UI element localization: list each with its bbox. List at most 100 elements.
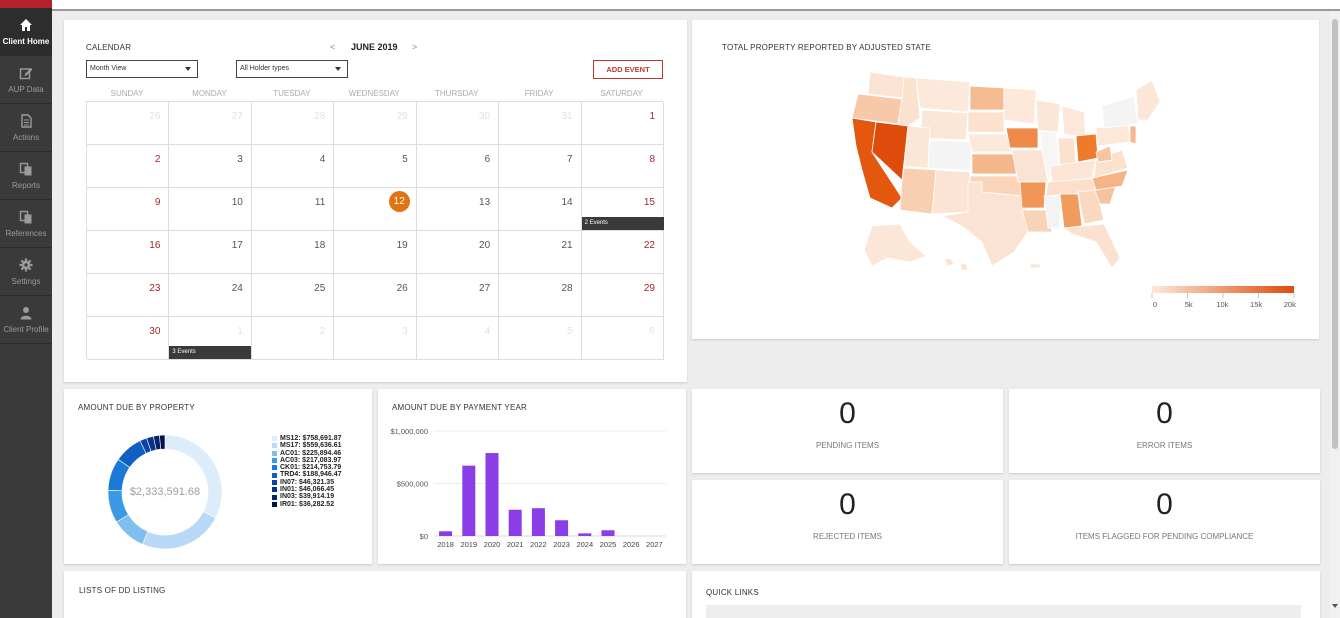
- calendar-day-number: 24: [231, 283, 243, 294]
- calendar-day-number: 29: [396, 111, 408, 122]
- weekday-header: FRIDAY: [524, 89, 554, 98]
- calendar-day-cell[interactable]: 4: [416, 317, 500, 360]
- map-state-mi: [1061, 105, 1087, 139]
- sidebar: Client Home AUP Data Actions Reports Referen…: [0, 0, 52, 618]
- calendar-day-cell[interactable]: 28: [499, 274, 582, 317]
- calendar-day-number: 3: [402, 326, 408, 337]
- events-badge[interactable]: 3 Events: [169, 346, 252, 359]
- add-event-button[interactable]: ADD EVENT: [593, 60, 663, 79]
- calendar-day-cell[interactable]: 3: [334, 317, 417, 360]
- calendar-day-cell[interactable]: 15 2 Events: [581, 188, 664, 231]
- calendar-day-cell[interactable]: 4: [251, 145, 335, 188]
- calendar-day-number: 19: [396, 240, 408, 251]
- weekday-header: WEDNESDAY: [348, 89, 400, 98]
- map-scale-tick-label: 15k: [1250, 300, 1262, 309]
- calendar-day-cell[interactable]: 24: [169, 274, 252, 317]
- prev-month-button[interactable]: <: [330, 42, 336, 52]
- sidebar-item-references[interactable]: References: [0, 200, 52, 248]
- legend-item[interactable]: TRD4: $188,946.47: [272, 471, 342, 478]
- donut-slice[interactable]: [159, 434, 166, 450]
- bar[interactable]: [531, 508, 545, 536]
- calendar-day-cell[interactable]: 17: [169, 231, 252, 274]
- bar[interactable]: [439, 531, 453, 536]
- legend-swatch: [272, 450, 277, 456]
- calendar-day-cell[interactable]: 6: [581, 317, 664, 360]
- calendar-day-cell[interactable]: 26: [87, 102, 170, 145]
- sidebar-item-label: Client Home: [2, 36, 50, 46]
- x-tick-label: 2026: [623, 540, 640, 549]
- legend-item[interactable]: MS17: $559,636.61: [272, 442, 342, 449]
- bar[interactable]: [462, 465, 476, 536]
- calendar-day-cell[interactable]: 30: [416, 102, 500, 145]
- calendar-day-cell[interactable]: 7: [499, 145, 582, 188]
- calendar-day-cell[interactable]: 13: [416, 188, 500, 231]
- calendar-day-cell[interactable]: 22: [581, 231, 664, 274]
- calendar-day-cell[interactable]: 2: [87, 145, 170, 188]
- calendar-day-cell[interactable]: 5: [499, 317, 582, 360]
- calendar-day-cell[interactable]: 10: [169, 188, 252, 231]
- sidebar-item-settings[interactable]: Settings: [0, 248, 52, 296]
- legend-item[interactable]: AC01: $225,894.46: [272, 450, 342, 457]
- legend-item[interactable]: CK01: $214,753.79: [272, 464, 342, 471]
- legend-item[interactable]: AC03: $217,083.97: [272, 457, 342, 464]
- calendar-day-cell[interactable]: 26: [334, 274, 417, 317]
- top-bar: [52, 0, 1340, 11]
- calendar-day-cell[interactable]: 19: [334, 231, 417, 274]
- bar[interactable]: [508, 509, 522, 536]
- scrollbar-thumb[interactable]: [1332, 19, 1338, 449]
- bar[interactable]: [601, 530, 615, 536]
- sidebar-item-client-home[interactable]: Client Home: [0, 8, 52, 56]
- donut-slice[interactable]: [164, 434, 223, 519]
- map-state-oh: [1075, 133, 1099, 163]
- donut-slice[interactable]: [141, 511, 217, 550]
- calendar-day-cell[interactable]: 20: [416, 231, 500, 274]
- scroll-down-arrow-icon[interactable]: [1332, 604, 1338, 608]
- weekday-header: MONDAY: [192, 89, 227, 98]
- calendar-day-cell[interactable]: 12: [334, 188, 417, 231]
- calendar-day-cell[interactable]: 28: [251, 102, 335, 145]
- calendar-day-cell[interactable]: 14: [499, 188, 582, 231]
- calendar-day-cell[interactable]: 1: [581, 102, 664, 145]
- calendar-day-cell[interactable]: 6: [416, 145, 500, 188]
- legend-item[interactable]: IR01: $36,282.52: [272, 501, 342, 508]
- sidebar-item-aup-data[interactable]: AUP Data: [0, 56, 52, 104]
- bar[interactable]: [578, 533, 592, 536]
- map-state-la: [1021, 209, 1053, 233]
- calendar-day-cell[interactable]: 29: [334, 102, 417, 145]
- calendar-day-cell[interactable]: 1 3 Events: [169, 317, 252, 360]
- legend-item[interactable]: IN03: $39,914.19: [272, 493, 342, 500]
- calendar-day-cell[interactable]: 18: [251, 231, 335, 274]
- legend-item[interactable]: MS12: $758,691.87: [272, 435, 342, 442]
- page-scrollbar[interactable]: [1330, 11, 1340, 618]
- legend-label: AC03: $217,083.97: [280, 456, 342, 464]
- sidebar-item-actions[interactable]: Actions: [0, 104, 52, 152]
- bar[interactable]: [555, 520, 569, 536]
- calendar-day-cell[interactable]: 5: [334, 145, 417, 188]
- calendar-day-cell[interactable]: 8: [581, 145, 664, 188]
- events-badge[interactable]: 2 Events: [581, 217, 664, 230]
- map-card: TOTAL PROPERTY REPORTED BY ADJUSTED STAT…: [692, 20, 1319, 339]
- holder-type-select[interactable]: All Holder types: [236, 60, 348, 78]
- calendar-day-cell[interactable]: 25: [251, 274, 335, 317]
- calendar-day-cell[interactable]: 11: [251, 188, 335, 231]
- calendar-day-cell[interactable]: 9: [87, 188, 170, 231]
- legend-item[interactable]: IN01: $46,066.45: [272, 486, 342, 493]
- calendar-day-cell[interactable]: 31: [499, 102, 582, 145]
- calendar-day-cell[interactable]: 3: [169, 145, 252, 188]
- calendar-day-cell[interactable]: 23: [87, 274, 170, 317]
- map-state-fl: [1062, 223, 1121, 269]
- calendar-day-cell[interactable]: 16: [87, 231, 170, 274]
- legend-item[interactable]: IN07: $46,321.35: [272, 479, 342, 486]
- calendar-day-cell[interactable]: 27: [416, 274, 500, 317]
- bar[interactable]: [485, 453, 499, 536]
- calendar-day-cell[interactable]: 27: [169, 102, 252, 145]
- view-select[interactable]: Month View: [86, 60, 198, 78]
- sidebar-item-client-profile[interactable]: Client Profile: [0, 296, 52, 344]
- sidebar-item-reports[interactable]: Reports: [0, 152, 52, 200]
- calendar-day-cell[interactable]: 30: [87, 317, 170, 360]
- calendar-day-cell[interactable]: 29: [581, 274, 664, 317]
- calendar-day-cell[interactable]: 21: [499, 231, 582, 274]
- calendar-day-cell[interactable]: 2: [251, 317, 335, 360]
- next-month-button[interactable]: >: [412, 42, 418, 52]
- map-state-ga: [1077, 189, 1105, 225]
